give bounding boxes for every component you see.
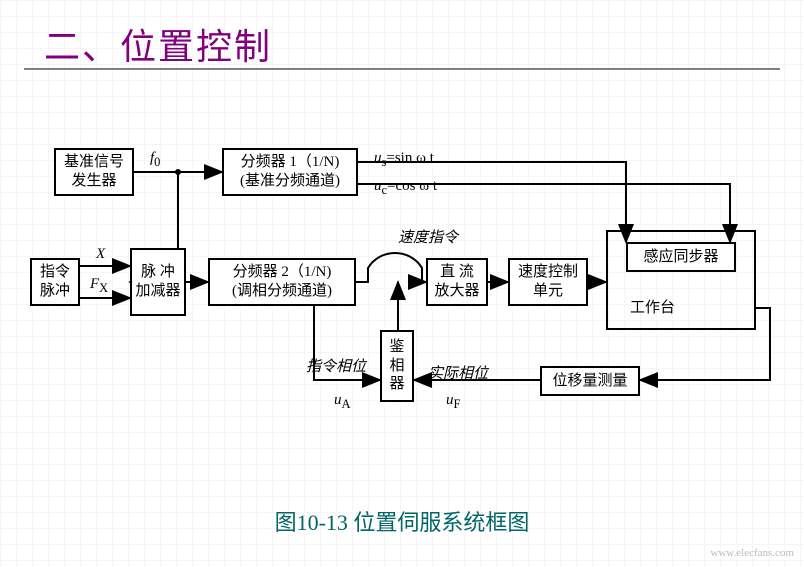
- node-cmd-pulse: 指令脉冲: [30, 258, 80, 306]
- figure-caption: 图10-13 位置伺服系统框图: [0, 505, 804, 537]
- node-speed-ctrl: 速度控制单元: [508, 258, 588, 306]
- label-us: us=sin ω t: [374, 150, 434, 170]
- label-f0: f0: [150, 150, 160, 170]
- label-Fx: FX: [90, 276, 108, 296]
- label-uA: uA: [334, 392, 351, 412]
- node-dc-amp: 直 流放大器: [426, 258, 488, 306]
- label-X: X: [96, 246, 105, 263]
- node-divider2: 分频器 2（1/N)(调相分频通道): [208, 258, 356, 306]
- node-phase-detector: 鉴相器: [380, 330, 414, 402]
- label-uc: uc=cos ω t: [374, 178, 437, 198]
- label-cmd-phase: 指令相位: [306, 355, 366, 376]
- watermark: www.elecfans.com: [710, 547, 794, 559]
- label-worktable: 工作台: [630, 296, 675, 317]
- label-uF: uF: [446, 392, 460, 412]
- page-title: 二、位置控制: [44, 18, 272, 70]
- node-pulse-adder: 脉 冲加减器: [130, 248, 186, 316]
- node-ref-signal: 基准信号发生器: [54, 148, 134, 196]
- label-speed-cmd: 速度指令: [398, 226, 458, 247]
- node-divider1: 分频器 1（1/N)(基准分频通道): [222, 148, 358, 196]
- label-actual-phase: 实际相位: [428, 362, 488, 383]
- block-diagram: 基准信号发生器 分频器 1（1/N)(基准分频通道) 指令脉冲 脉 冲加减器 分…: [30, 130, 774, 460]
- title-underline: [24, 68, 780, 70]
- node-sync: 感应同步器: [626, 242, 736, 272]
- node-disp-measurement: 位移量测量: [540, 366, 640, 396]
